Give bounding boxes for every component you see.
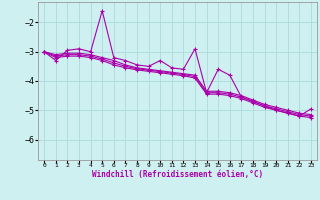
- X-axis label: Windchill (Refroidissement éolien,°C): Windchill (Refroidissement éolien,°C): [92, 170, 263, 179]
